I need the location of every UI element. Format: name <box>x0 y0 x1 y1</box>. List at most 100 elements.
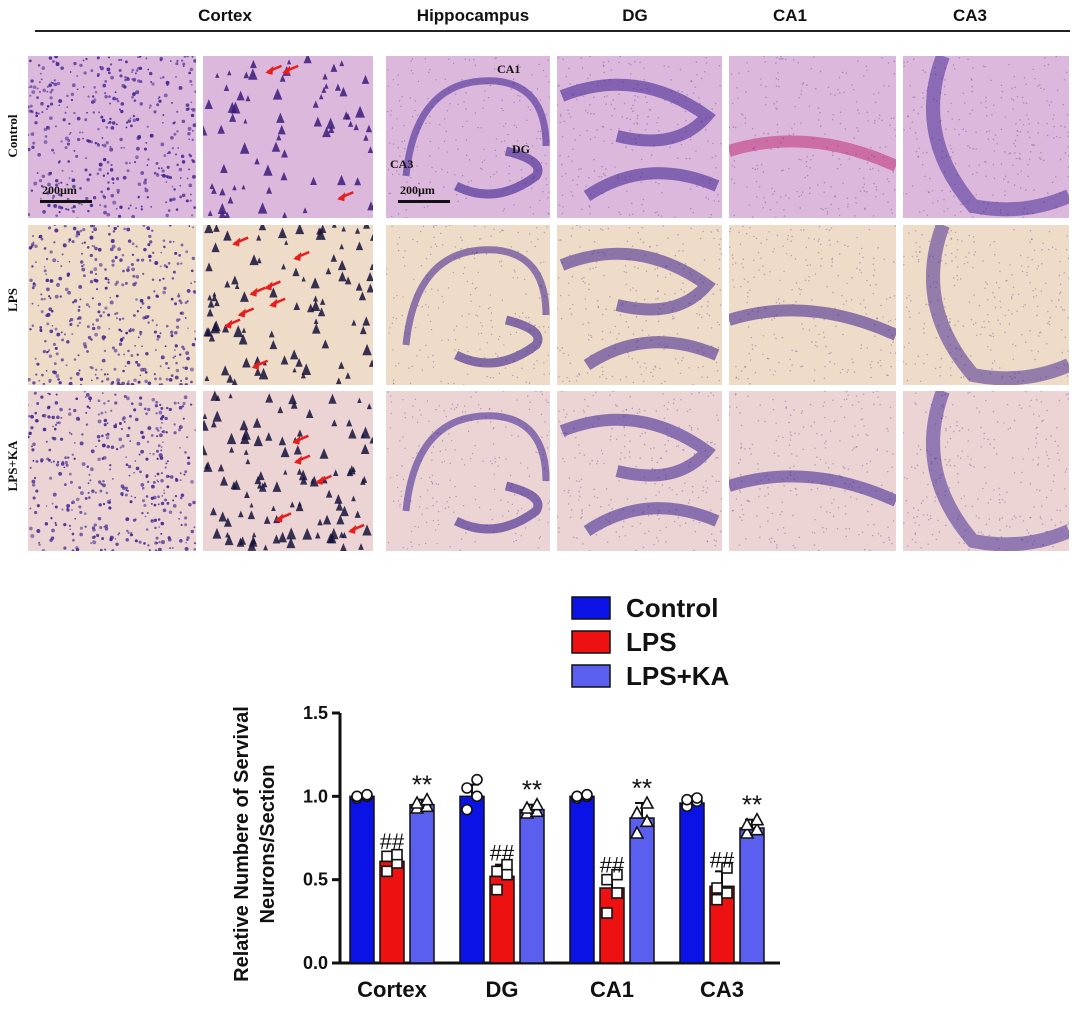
bar-lps-ka-ca3 <box>739 827 765 964</box>
header-line-cortex <box>35 30 390 32</box>
annotation-lps-ka: ** <box>412 770 432 800</box>
data-point <box>749 821 765 836</box>
y-axis-label: Relative Numbere of Servival <box>231 706 253 982</box>
header-line-hippocampus <box>385 30 1070 32</box>
data-point <box>491 865 503 878</box>
scale-bar-hippocampus <box>398 200 450 203</box>
micrograph-lps-ka-cortex-high <box>203 391 373 551</box>
micrograph-control-cortex-low <box>28 56 196 218</box>
header-hippocampus: Hippocampus <box>416 6 530 25</box>
annotation-ca3: CA3 <box>390 157 414 171</box>
y-tick-label: 0.5 <box>303 870 328 890</box>
data-point <box>629 825 645 839</box>
x-tick-label-ca3: CA3 <box>700 977 744 1002</box>
annotation-lps: ## <box>600 852 625 877</box>
data-point <box>601 907 613 919</box>
data-point <box>461 782 473 794</box>
header-cortex: Cortex <box>198 6 252 25</box>
data-point <box>501 868 513 881</box>
data-point <box>691 792 703 804</box>
legend-label-0: Control <box>626 593 718 623</box>
bar-control-cortex <box>349 795 375 964</box>
micrograph-lps-dg <box>557 225 722 385</box>
scale-bar-label-hippocampus: 200µm <box>400 183 435 197</box>
header-dg: DG <box>622 6 648 25</box>
data-point <box>629 805 645 819</box>
micrograph-lps-ca3 <box>903 225 1069 385</box>
micrograph-lps-ca1 <box>729 225 896 385</box>
data-point <box>749 811 765 826</box>
micrograph-lps-ka-hippocampus <box>386 391 550 551</box>
data-point <box>381 865 393 878</box>
data-point <box>721 887 733 899</box>
micrograph-lps-ka-cortex-low <box>28 391 196 551</box>
data-point <box>721 862 733 874</box>
micrograph-lps-cortex-low <box>28 225 196 385</box>
data-point <box>351 790 363 803</box>
data-point <box>361 788 373 801</box>
row-label-lps-ka: LPS+KA <box>5 440 20 492</box>
data-point <box>711 882 723 894</box>
x-tick-label-cortex: Cortex <box>357 977 427 1002</box>
annotation-ca1: CA1 <box>497 62 521 76</box>
micrograph-lps-ka-dg <box>557 391 722 551</box>
legend-label-1: LPS <box>626 627 677 657</box>
micrograph-lps-cortex-high <box>203 225 373 385</box>
x-tick-label-dg: DG <box>486 977 519 1002</box>
micrograph-control-ca3 <box>903 56 1069 218</box>
x-tick-label-ca1: CA1 <box>590 977 634 1002</box>
data-point <box>491 883 503 896</box>
legend-swatch-1 <box>571 630 611 654</box>
header-ca3: CA3 <box>952 6 987 25</box>
micrograph-control-ca1 <box>729 56 896 218</box>
data-point <box>639 795 655 809</box>
bar-lps-ka-cortex <box>409 803 435 964</box>
y-axis-label-line2: Neurons/Section <box>257 765 279 924</box>
bar-control-dg <box>459 795 485 964</box>
bar-control-ca1 <box>569 795 595 964</box>
annotation-lps: ## <box>710 847 735 872</box>
bar-lps-cortex <box>379 860 405 964</box>
data-point <box>739 816 755 831</box>
annotation-lps-ka: ** <box>522 775 542 805</box>
data-point <box>529 796 545 811</box>
data-point <box>611 887 623 899</box>
micrograph-lps-ka-ca3 <box>903 391 1069 551</box>
row-label-lps: LPS <box>5 288 20 312</box>
y-tick-label: 1.5 <box>303 703 328 723</box>
micrograph-control-cortex-high <box>203 56 373 218</box>
annotation-lps-ka: ** <box>742 790 762 820</box>
legend-swatch-2 <box>571 664 611 688</box>
bar-lps-ka-ca1 <box>629 817 655 964</box>
data-point <box>581 788 593 801</box>
micrograph-control-hippocampus <box>386 56 550 218</box>
scale-bar-label-cortex: 200µm <box>42 183 77 197</box>
chart-bars: ## ** Cortex ## ** DG ## ** CA1 ## ** CA3 <box>349 770 765 1002</box>
micrograph-lps-ka-ca1 <box>729 391 896 551</box>
data-point <box>461 803 473 816</box>
legend-swatch-0 <box>571 596 611 620</box>
micrograph-control-dg <box>557 56 722 218</box>
bar-lps-ca1 <box>599 887 625 964</box>
data-point <box>681 793 693 806</box>
annotation-lps: ## <box>490 841 515 866</box>
y-tick-label: 0.0 <box>303 953 328 973</box>
data-point <box>711 893 723 906</box>
data-point <box>471 790 483 803</box>
header-ca1: CA1 <box>772 6 807 25</box>
row-label-control: Control <box>5 114 20 158</box>
data-point <box>501 858 513 871</box>
annotation-lps: ## <box>380 829 405 854</box>
chart-legend: Control LPS LPS+KA <box>571 593 730 691</box>
bar-lps-ka-dg <box>519 808 545 964</box>
bar-control-ca3 <box>679 802 705 964</box>
y-tick-label: 1.0 <box>303 786 328 806</box>
data-point <box>391 848 403 861</box>
data-point <box>639 813 655 828</box>
data-point <box>471 773 483 786</box>
data-point <box>571 790 583 803</box>
data-point <box>419 791 435 806</box>
bar-chart: Control LPS LPS+KA Relative Numbere of Ser… <box>210 585 1072 1007</box>
micrograph-lps-hippocampus <box>386 225 550 385</box>
legend-label-2: LPS+KA <box>626 661 730 691</box>
